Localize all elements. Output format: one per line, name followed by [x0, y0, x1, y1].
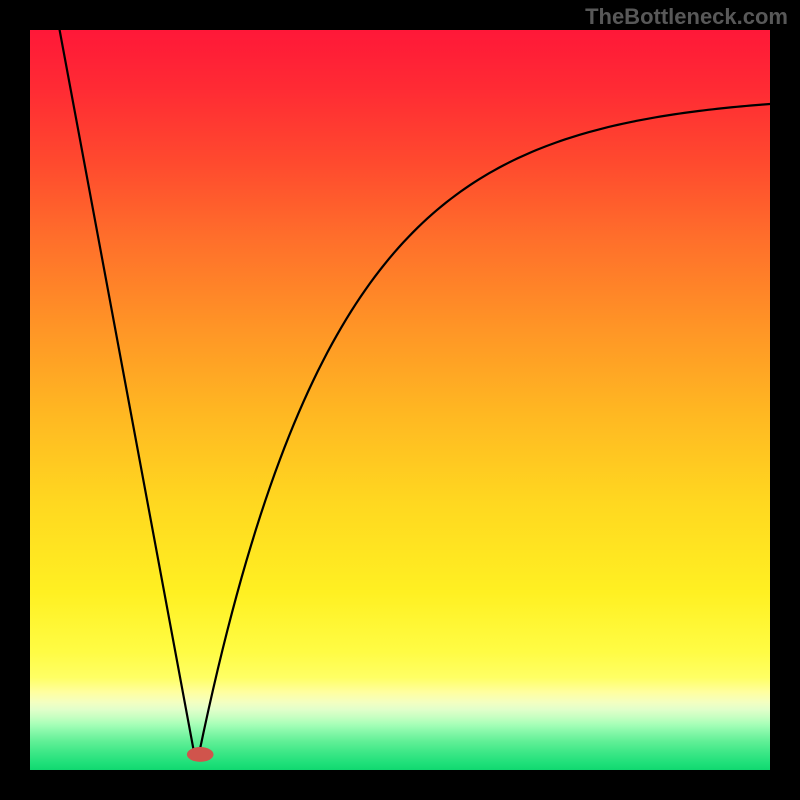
plot-area: [30, 30, 770, 770]
bottleneck-chart: [30, 30, 770, 770]
minimum-marker: [187, 747, 214, 762]
chart-container: TheBottleneck.com: [0, 0, 800, 800]
watermark-text: TheBottleneck.com: [585, 4, 788, 30]
gradient-background: [30, 30, 770, 770]
